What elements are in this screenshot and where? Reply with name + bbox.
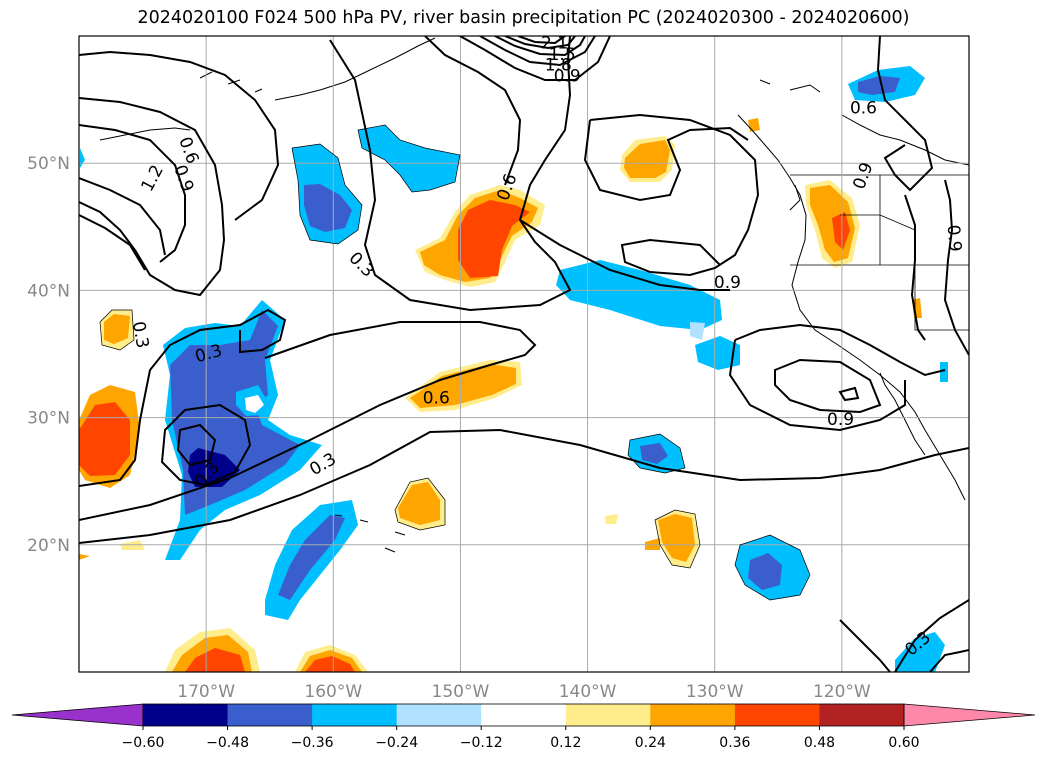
contour-label: 0.9 xyxy=(714,273,741,293)
pv-contours xyxy=(79,36,969,672)
lon-tick-label: 170°W xyxy=(177,682,235,702)
colorbar-tick-label: 0.12 xyxy=(550,735,581,751)
colorbar-extend-low xyxy=(11,703,144,727)
lon-tick-label: 120°W xyxy=(813,682,871,702)
colorbar-segment xyxy=(227,704,313,726)
lon-tick-label: 130°W xyxy=(686,682,744,702)
lat-tick-label: 20°N xyxy=(27,536,70,556)
colorbar-extend-high xyxy=(903,703,1036,727)
contour-label: 2.1 xyxy=(541,34,568,54)
map-area: 0.60.91.20.30.60.91.51.82.10.90.60.90.90… xyxy=(79,34,969,672)
colorbar-outline xyxy=(142,703,905,727)
coastlines xyxy=(99,37,969,553)
colorbar-segment xyxy=(396,704,482,726)
colorbar-tick-label: 0.24 xyxy=(635,735,666,751)
gridlines xyxy=(79,36,969,672)
shading-outlines xyxy=(99,124,811,601)
lon-tick-label: 160°W xyxy=(304,682,362,702)
colorbar-tick-label: −0.12 xyxy=(460,735,503,751)
contour-label: 0.6 xyxy=(850,99,877,119)
contour-label: 1.8 xyxy=(545,55,572,75)
lon-tick-label: 140°W xyxy=(559,682,617,702)
colorbar-tick-label: −0.24 xyxy=(375,735,418,751)
contour-label: 0.9 xyxy=(943,224,965,253)
colorbar-tick-label: −0.48 xyxy=(206,735,249,751)
lon-tick-label: 150°W xyxy=(432,682,490,702)
positive-pc-shading xyxy=(79,118,922,672)
lat-tick-label: 40°N xyxy=(27,281,70,301)
colorbar-segment xyxy=(143,704,229,726)
map-title: 2024020100 F024 500 hPa PV, river basin … xyxy=(137,8,910,28)
colorbar-segment xyxy=(734,704,820,726)
colorbar-segment xyxy=(312,704,398,726)
contour-label: 0.3 xyxy=(128,320,152,350)
contour-label: 1.5 xyxy=(549,45,576,65)
contour-label: 0.6 xyxy=(423,389,450,409)
colorbar-tick-label: 0.36 xyxy=(719,735,750,751)
colorbar-tick-label: −0.36 xyxy=(291,735,334,751)
latitude-tick-labels: 20°N 30°N 40°N 50°N xyxy=(27,154,70,556)
lat-tick-label: 50°N xyxy=(27,154,70,174)
contour-label: 0.9 xyxy=(554,67,581,87)
longitude-tick-labels: 170°W 160°W 150°W 140°W 130°W 120°W xyxy=(177,682,871,702)
map-frame xyxy=(78,35,970,673)
colorbar-segment xyxy=(565,704,651,726)
colorbar-tick-label: 0.48 xyxy=(804,735,835,751)
colorbar-segment xyxy=(819,704,905,726)
lat-tick-label: 30°N xyxy=(27,409,70,429)
negative-pc-shading xyxy=(80,66,948,672)
contour-label: 0.9 xyxy=(827,410,854,430)
colorbar: −0.60 −0.48 −0.36 −0.24 −0.12 0.12 0.24 0.36 0.4… xyxy=(11,703,1036,751)
colorbar-segment xyxy=(650,704,736,726)
colorbar-segment xyxy=(481,704,567,726)
colorbar-tick-label: −0.60 xyxy=(122,735,165,751)
colorbar-tick-label: 0.60 xyxy=(888,735,919,751)
